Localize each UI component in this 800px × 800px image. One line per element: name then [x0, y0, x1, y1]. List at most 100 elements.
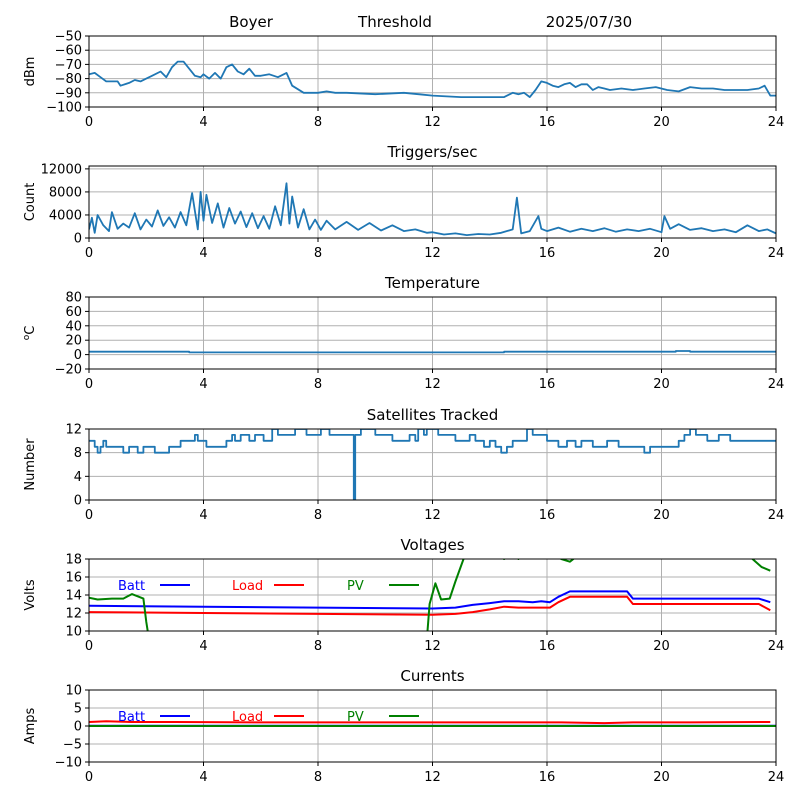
x-tick-label: 20 [653, 115, 670, 130]
y-axis-label-degree: o [22, 334, 32, 340]
x-tick-label: 24 [768, 639, 785, 654]
legend-label-batt: Batt [118, 710, 145, 725]
x-tick-label: 12 [424, 508, 441, 523]
y-tick-label: 80 [65, 291, 82, 306]
y-axis-label: Volts [23, 579, 38, 611]
x-tick-label: 12 [424, 639, 441, 654]
x-tick-label: 4 [199, 639, 207, 654]
x-tick-label: 8 [314, 770, 322, 785]
chart-title: Satellites Tracked [367, 406, 498, 424]
legend-label-batt: Batt [118, 579, 145, 594]
chart-title-part: 2025/07/30 [546, 13, 632, 31]
x-tick-label: 4 [199, 377, 207, 392]
x-tick-label: 8 [314, 508, 322, 523]
y-tick-label: 40 [65, 319, 82, 334]
series-line-load [89, 595, 771, 616]
x-tick-label: 8 [314, 639, 322, 654]
y-tick-label: 12 [65, 607, 82, 622]
x-tick-label: 8 [314, 246, 322, 261]
series-line-temperature [89, 350, 776, 354]
panel-threshold: 0 4 8 12 16 20 24 −100−90−80−70−60−50 dBm Boyer Th… [23, 13, 784, 130]
series-line-load [89, 720, 771, 725]
y-tick-label: 4000 [49, 208, 82, 223]
x-tick-label: 12 [424, 115, 441, 130]
y-tick-label: 14 [65, 589, 82, 604]
series-line-pv [89, 559, 771, 631]
panel-satellites: 0 4 8 12 16 20 24 0 4 8 12 Number Satellites Tracked [23, 406, 784, 523]
y-tick-label: −100 [46, 101, 82, 116]
y-tick-label: 18 [65, 553, 82, 568]
y-tick-label: 12000 [41, 162, 82, 177]
x-tick-label: 24 [768, 377, 785, 392]
y-tick-label: −60 [55, 44, 82, 59]
chart-title: Triggers/sec [387, 143, 478, 161]
y-tick-label: −10 [55, 756, 82, 771]
series-line-batt [89, 590, 771, 610]
chart-title: Voltages [400, 536, 464, 554]
x-tick-label: 20 [653, 377, 670, 392]
legend-label-pv: PV [347, 579, 364, 594]
y-tick-label: −80 [55, 72, 82, 87]
panel-currents: 0 4 8 12 16 20 24 −10 −5 0 5 10 Amps Currents Batt Load… [23, 667, 784, 785]
x-tick-label: 4 [199, 246, 207, 261]
series-line-threshold [89, 60, 776, 98]
x-tick-label: 0 [85, 639, 93, 654]
panel-voltages: 0 4 8 12 16 20 24 10 12 14 16 18 Volts Voltages Batt Lo… [23, 536, 784, 654]
y-tick-label: −70 [55, 58, 82, 73]
x-tick-label: 24 [768, 115, 785, 130]
y-tick-label: 12 [65, 423, 82, 438]
x-tick-label: 8 [314, 115, 322, 130]
x-tick-label: 0 [85, 115, 93, 130]
x-tick-label: 20 [653, 246, 670, 261]
x-tick-label: 0 [85, 246, 93, 261]
y-tick-label: −90 [55, 86, 82, 101]
y-axis-label-unit: C [23, 326, 38, 335]
x-tick-label: 24 [768, 508, 785, 523]
x-tick-label: 20 [653, 639, 670, 654]
series-line-satellites [89, 429, 776, 500]
x-tick-label: 16 [539, 246, 556, 261]
legend-label-pv: PV [347, 710, 364, 725]
y-tick-label: 10 [65, 625, 82, 640]
x-tick-label: 24 [768, 770, 785, 785]
y-axis-label: Number [23, 438, 38, 491]
y-axis-label: dBm [23, 57, 38, 87]
y-tick-label: 8 [74, 446, 82, 461]
x-tick-label: 16 [539, 639, 556, 654]
y-tick-label: 0 [74, 494, 82, 509]
y-tick-label: 0 [74, 232, 82, 247]
x-tick-label: 0 [85, 508, 93, 523]
chart-title-part: Threshold [357, 13, 432, 31]
x-tick-label: 12 [424, 246, 441, 261]
y-axis-label: Count [23, 183, 38, 222]
y-tick-label: −20 [55, 363, 82, 378]
x-tick-label: 0 [85, 770, 93, 785]
x-tick-label: 20 [653, 508, 670, 523]
y-tick-label: 60 [65, 305, 82, 320]
series-line-triggers [89, 182, 776, 237]
x-tick-label: 16 [539, 508, 556, 523]
x-tick-label: 4 [199, 770, 207, 785]
chart-title-part: Boyer [229, 13, 274, 31]
y-tick-label: 20 [65, 334, 82, 349]
y-tick-label: 0 [74, 720, 82, 735]
y-tick-label: 4 [74, 470, 82, 485]
y-tick-label: 16 [65, 571, 82, 586]
x-tick-label: 0 [85, 377, 93, 392]
y-tick-label: 0 [74, 348, 82, 363]
y-tick-label: 10 [65, 684, 82, 699]
x-tick-label: 20 [653, 770, 670, 785]
y-axis-label: oC [22, 326, 38, 341]
x-tick-label: 8 [314, 377, 322, 392]
legend-label-load: Load [232, 710, 263, 725]
chart-title: Currents [400, 667, 464, 685]
y-axis-label: Amps [23, 707, 38, 744]
x-tick-label: 16 [539, 115, 556, 130]
x-tick-label: 16 [539, 377, 556, 392]
x-tick-label: 24 [768, 246, 785, 261]
y-tick-label: −50 [55, 30, 82, 45]
x-tick-label: 4 [199, 115, 207, 130]
